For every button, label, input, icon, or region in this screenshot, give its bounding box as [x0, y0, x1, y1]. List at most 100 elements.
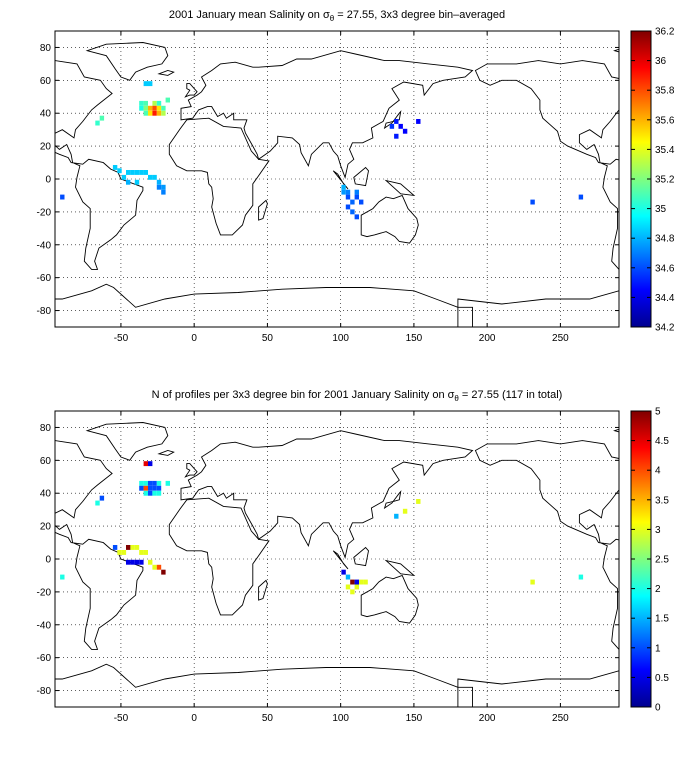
continent-outline — [457, 290, 619, 327]
data-cell — [341, 569, 346, 575]
data-cell — [126, 559, 131, 565]
y-tick-label: -80 — [37, 686, 52, 697]
continent-outline — [85, 42, 169, 81]
data-cell — [121, 550, 127, 555]
data-cell — [156, 179, 162, 185]
data-cell — [350, 579, 355, 585]
data-cell — [165, 480, 170, 486]
grid-lines — [55, 411, 619, 707]
data-cell — [117, 550, 122, 555]
salinity-colorbar: 36.2 36 35.8 35.6 35.4 35.2 35 34.8 34.6 34.4 34.2 — [630, 27, 675, 334]
data-cell — [99, 115, 105, 121]
continent-outline — [686, 71, 696, 76]
data-cell — [143, 485, 148, 491]
x-tick-label: 50 — [262, 713, 274, 724]
chart-title: N of profiles per 3x3 degree bin for 200… — [152, 389, 563, 403]
y-tick-label: -40 — [37, 620, 52, 631]
colorbar-tick-label: 34.6 — [655, 263, 675, 274]
colorbar-tick-label: 0 — [655, 703, 661, 714]
y-tick-label: 20 — [40, 522, 52, 533]
continent-outline — [180, 430, 474, 559]
colorbar-tick-label: 2.5 — [655, 555, 669, 566]
data-cell — [165, 97, 170, 103]
y-tick-label: 40 — [40, 489, 52, 500]
data-cell — [134, 179, 140, 185]
data-cell — [130, 170, 135, 175]
data-cell — [130, 559, 135, 565]
x-tick-label: 150 — [406, 713, 423, 724]
data-cell — [139, 170, 144, 175]
data-cell — [152, 105, 157, 111]
data-cell — [156, 564, 162, 570]
continent-outline — [474, 440, 619, 650]
data-cell — [148, 110, 153, 116]
data-cell — [161, 110, 166, 116]
continent-outline — [180, 50, 474, 179]
continent-outline — [474, 60, 619, 270]
data-cell — [416, 499, 421, 504]
data-cell — [112, 165, 118, 170]
colorbar-tick-label: 2 — [655, 584, 661, 595]
data-cell — [156, 105, 162, 111]
data-cell — [117, 168, 122, 174]
data-cell — [148, 559, 153, 565]
continent-outline — [384, 559, 416, 577]
chart-title: 2001 January mean Salinity on σθ = 27.55… — [169, 9, 505, 23]
data-cell — [143, 170, 148, 175]
data-cell — [389, 123, 395, 129]
continent-outline — [157, 70, 175, 76]
data-cell — [416, 119, 421, 124]
data-cell — [126, 545, 131, 550]
y-tick-label: 0 — [45, 175, 51, 186]
grid-lines — [55, 31, 619, 327]
x-tick-label: 100 — [332, 713, 349, 724]
data-cell — [143, 105, 148, 111]
data-cell — [354, 189, 359, 195]
data-cell — [161, 569, 166, 575]
colorbar-tick-label: 36.2 — [655, 27, 675, 38]
x-tick-label: 0 — [191, 713, 197, 724]
data-cell — [341, 184, 346, 190]
data-cell — [394, 119, 399, 124]
data-cell — [152, 490, 157, 496]
data-cell — [99, 495, 105, 501]
data-cell — [398, 123, 403, 129]
x-tick-label: 0 — [191, 333, 197, 344]
data-cell — [139, 550, 144, 555]
continent-outline — [168, 497, 270, 616]
data-cell — [143, 81, 148, 87]
continent-outline — [55, 60, 144, 270]
continent-outline — [168, 117, 270, 236]
y-tick-label: 60 — [40, 456, 52, 467]
data-cell — [156, 480, 162, 486]
colorbar-tick-label: 1.5 — [655, 614, 669, 625]
data-cell — [394, 513, 399, 519]
data-cell — [152, 564, 157, 570]
data-cell — [143, 110, 148, 116]
y-tick-label: 80 — [40, 423, 52, 434]
data-cell — [143, 100, 148, 106]
data-cell — [60, 574, 65, 580]
data-cell — [345, 194, 351, 200]
continent-outline — [383, 490, 402, 510]
continent-outline — [55, 440, 144, 650]
data-cell — [60, 194, 65, 200]
colorbar-tick-label: 35 — [655, 204, 667, 215]
continent-outline — [258, 199, 268, 221]
data-cell — [161, 189, 166, 195]
data-cell — [148, 490, 153, 496]
profile-count-panel: N of profiles per 3x3 degree bin for 200… — [37, 389, 670, 724]
data-cell — [156, 490, 162, 496]
data-cell — [530, 579, 535, 585]
data-cell — [350, 209, 355, 215]
continent-outline — [353, 546, 369, 567]
colorbar-tick-label: 3.5 — [655, 495, 669, 506]
colorbar-tick-label: 35.8 — [655, 86, 675, 97]
x-tick-label: 250 — [552, 713, 569, 724]
data-cell — [354, 584, 359, 590]
data-cell — [139, 480, 144, 486]
continent-outline — [457, 670, 619, 707]
x-tick-label: 200 — [479, 333, 496, 344]
continent-outline — [332, 170, 349, 190]
